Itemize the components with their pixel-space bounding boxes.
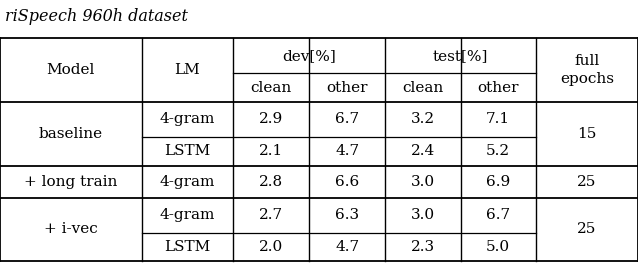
Text: 2.9: 2.9: [258, 112, 283, 126]
Text: 6.7: 6.7: [335, 112, 359, 126]
Text: 25: 25: [577, 175, 597, 189]
Text: 4-gram: 4-gram: [160, 175, 215, 189]
Text: 4-gram: 4-gram: [160, 208, 215, 222]
Text: LSTM: LSTM: [164, 240, 211, 254]
Text: 2.1: 2.1: [258, 144, 283, 158]
Text: 2.8: 2.8: [259, 175, 283, 189]
Text: 4.7: 4.7: [335, 144, 359, 158]
Text: 2.0: 2.0: [258, 240, 283, 254]
Text: + i-vec: + i-vec: [44, 223, 98, 237]
Text: 4-gram: 4-gram: [160, 112, 215, 126]
Text: 5.0: 5.0: [486, 240, 510, 254]
Text: LM: LM: [174, 63, 200, 77]
Text: 4.7: 4.7: [335, 240, 359, 254]
Text: 25: 25: [577, 223, 597, 237]
Text: 3.2: 3.2: [411, 112, 435, 126]
Text: 6.7: 6.7: [486, 208, 510, 222]
Text: full
epochs: full epochs: [560, 54, 614, 86]
Text: + long train: + long train: [24, 175, 117, 189]
Text: 2.3: 2.3: [411, 240, 435, 254]
Text: dev[%]: dev[%]: [282, 49, 336, 63]
Text: clean: clean: [403, 81, 443, 95]
Text: 2.4: 2.4: [411, 144, 435, 158]
Text: 3.0: 3.0: [411, 175, 435, 189]
Text: 6.9: 6.9: [486, 175, 510, 189]
Text: riSpeech 960h dataset: riSpeech 960h dataset: [5, 8, 188, 25]
Text: 2.7: 2.7: [259, 208, 283, 222]
Text: 15: 15: [577, 127, 597, 141]
Text: other: other: [477, 81, 519, 95]
Text: 3.0: 3.0: [411, 208, 435, 222]
Text: test[%]: test[%]: [433, 49, 488, 63]
Text: baseline: baseline: [39, 127, 103, 141]
Text: other: other: [326, 81, 368, 95]
Text: LSTM: LSTM: [164, 144, 211, 158]
Text: 6.6: 6.6: [335, 175, 359, 189]
Text: 5.2: 5.2: [486, 144, 510, 158]
Text: 7.1: 7.1: [486, 112, 510, 126]
Text: Model: Model: [47, 63, 95, 77]
Text: clean: clean: [250, 81, 292, 95]
Text: 6.3: 6.3: [335, 208, 359, 222]
